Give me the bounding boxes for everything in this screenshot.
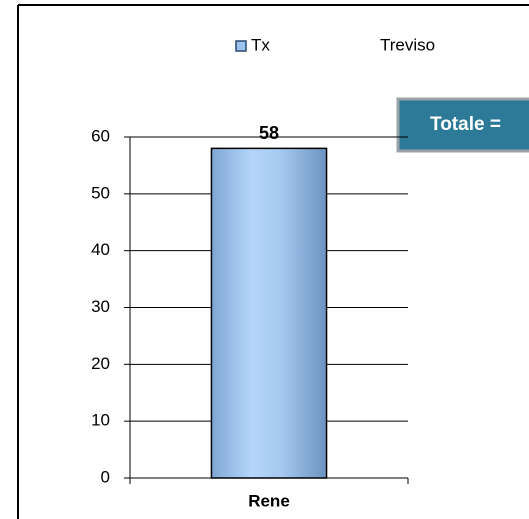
y-tick-label: 20	[91, 354, 110, 373]
subtitle: Treviso	[380, 35, 435, 54]
legend-swatch	[235, 40, 247, 52]
y-tick-label: 0	[101, 467, 110, 486]
legend-label: Tx	[251, 35, 270, 54]
x-tick-label: Rene	[248, 491, 290, 510]
y-tick-label: 40	[91, 240, 110, 259]
y-tick-label: 30	[91, 297, 110, 316]
y-tick-label: 10	[91, 411, 110, 430]
bar	[210, 147, 328, 479]
y-tick-label: 50	[91, 183, 110, 202]
y-tick-label: 60	[91, 126, 110, 145]
annotation-box	[396, 97, 529, 153]
annotation: Totale =	[430, 114, 501, 135]
data-label: 58	[259, 123, 279, 143]
